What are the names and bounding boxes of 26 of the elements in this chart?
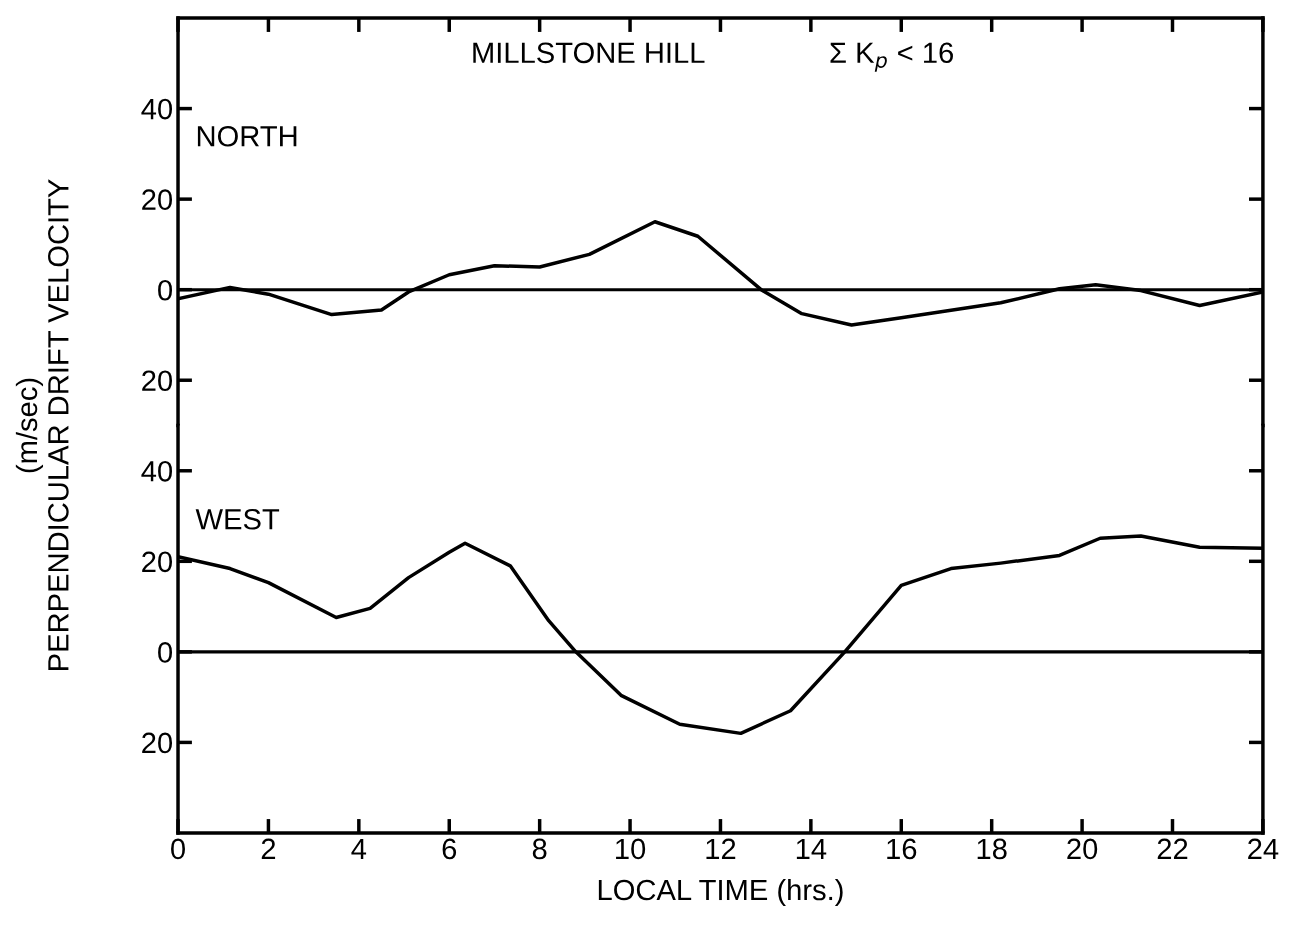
text: MILLSTONE HILL [473, 42, 705, 64]
annotation: Σ K$_{p}$ < 16 [830, 42, 953, 72]
x-tick-label: 6 [442, 838, 457, 860]
y-axis-title: (m/sec) PERPENDICULAR DRIFT VELOCITY [15, 179, 69, 670]
x-axis-title: LOCAL TIME (hrs.) [598, 878, 843, 907]
x-tick-label: 18 [977, 838, 1007, 860]
x-tick-label: 14 [796, 838, 827, 859]
y-tick-label: 0 [158, 279, 173, 301]
y-tick-label: 40 [141, 98, 173, 120]
x-tick-label: 8 [532, 838, 547, 860]
x-tick-label: 2 [261, 838, 276, 859]
y-tick-label: 20 [142, 732, 173, 754]
text: NORTH [197, 125, 297, 147]
y-tick-label: 20 [142, 551, 173, 573]
x-tick-label: 16 [887, 838, 917, 860]
y-tick-label: 0 [158, 642, 173, 663]
series-label: WEST [195, 508, 280, 530]
y-tick-label: 20 [142, 189, 173, 210]
y-tick-label: 40 [141, 460, 173, 482]
x-tick-label: 4 [351, 838, 367, 859]
x-tick-label: 22 [1157, 838, 1188, 859]
y-tick-label: 20 [142, 370, 173, 392]
x-tick-label: 10 [616, 838, 646, 860]
x-tick-label: 12 [706, 838, 736, 859]
x-tick-label: 20 [1067, 838, 1098, 860]
x-tick-label: 24 [1248, 838, 1279, 859]
